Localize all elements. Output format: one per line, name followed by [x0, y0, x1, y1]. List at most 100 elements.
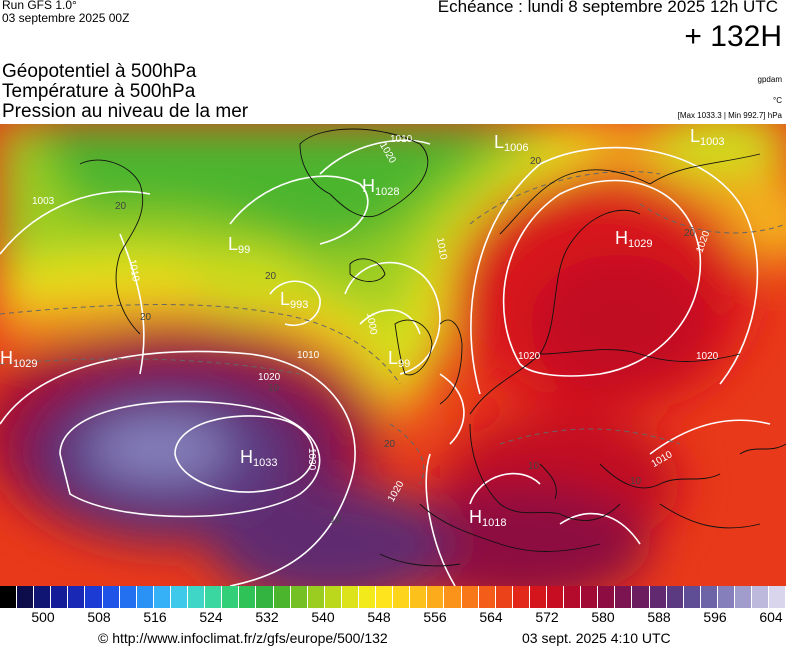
isobars: [0, 139, 771, 586]
color-swatch: [529, 586, 547, 608]
color-swatch: [17, 586, 35, 608]
pressure-center-h1029-west: H1029: [0, 348, 37, 370]
isotherm-label: 20: [684, 228, 696, 239]
color-scale-tick: 532: [255, 609, 279, 625]
color-scale-tick: 548: [367, 609, 391, 625]
color-swatch: [170, 586, 189, 608]
unit-geopotential: gpdam: [757, 75, 782, 84]
pressure-center-l99-greenland: L99: [228, 234, 250, 256]
color-swatch: [256, 586, 274, 608]
color-swatch: [153, 586, 171, 608]
color-swatch: [102, 586, 120, 608]
color-swatch: [512, 586, 530, 608]
pressure-center-h1028: H1028: [362, 176, 399, 198]
isotherm-label: 20: [530, 156, 542, 167]
isobar-label: 1020: [258, 372, 281, 383]
color-swatch: [188, 586, 206, 608]
color-swatch: [341, 586, 359, 608]
color-swatch: [324, 586, 342, 608]
layer-title-geopotential: Géopotentiel à 500hPa: [2, 61, 197, 82]
color-scale-tick: 564: [479, 609, 503, 625]
color-swatch: [222, 586, 240, 608]
isotherm-label: 20: [115, 201, 127, 212]
color-swatch: [769, 586, 786, 608]
color-swatch: [205, 586, 223, 608]
color-swatch: [700, 586, 718, 608]
color-swatch: [683, 586, 701, 608]
color-swatch: [632, 586, 650, 608]
color-swatch: [307, 586, 325, 608]
coastlines: [79, 128, 786, 567]
color-swatch: [615, 586, 633, 608]
pressure-center-h1029-scandinavia: H1029: [615, 228, 652, 250]
color-scale-tick: 588: [647, 609, 671, 625]
isobar-label: 1003: [32, 196, 55, 207]
isobar-label: 1020: [696, 351, 719, 362]
isotherm-label: 20: [140, 312, 152, 323]
color-swatch: [34, 586, 52, 608]
pressure-center-l99-ireland: L99: [388, 348, 410, 370]
color-swatch: [717, 586, 736, 608]
isotherm-label: 20: [265, 271, 277, 282]
color-swatch: [427, 586, 445, 608]
color-swatch: [136, 586, 154, 608]
unit-temperature: °C: [773, 96, 782, 105]
layer-title-temperature: Température à 500hPa: [2, 81, 196, 102]
run-date: 03 septembre 2025 00Z: [2, 11, 130, 25]
isobar-label: 1010: [297, 350, 320, 361]
forecast-valid-time: Echéance : lundi 8 septembre 2025 12h UT…: [437, 0, 778, 16]
pressure-center-l1003: L1003: [690, 126, 725, 148]
generation-timestamp: 03 sept. 2025 4:10 UTC: [522, 630, 671, 646]
color-swatch: [666, 586, 684, 608]
copyright-url: © http://www.infoclimat.fr/z/gfs/europe/…: [98, 630, 388, 646]
color-swatch: [410, 586, 428, 608]
color-swatch: [290, 586, 308, 608]
isobar-label: 1020: [518, 351, 541, 362]
color-scale-tick: 540: [311, 609, 335, 625]
color-scale-tick: 524: [199, 609, 223, 625]
color-swatch: [51, 586, 69, 608]
pressure-center-l993: L993: [280, 289, 308, 311]
model-run-label: Run GFS 1.0°: [2, 0, 77, 12]
pressure-center-l1006: L1006: [494, 132, 529, 154]
color-scale-ticks: 500 508 516 524 532 540 548 556 564 572 580 588 596 6…: [0, 609, 786, 627]
color-swatch: [273, 586, 291, 608]
color-swatch: [358, 586, 377, 608]
isotherm-label: 10: [268, 383, 280, 394]
color-swatch: [68, 586, 86, 608]
color-scale-tick: 596: [703, 609, 727, 625]
isobar-label: 1000: [364, 312, 379, 336]
isotherm-label: 10: [528, 461, 540, 472]
color-swatch: [495, 586, 513, 608]
isobar-label: 1030: [306, 448, 317, 471]
color-swatch: [547, 586, 565, 608]
color-swatch: [393, 586, 411, 608]
isotherm-label: 10: [630, 476, 642, 487]
pressure-centers: H1033 H1029 H1029 H1028 H1018 L993 L99 L…: [0, 126, 725, 529]
color-scale-legend: [0, 586, 786, 608]
color-scale-tick: 500: [31, 609, 55, 625]
layer-title-pressure: Pression au niveau de la mer: [2, 101, 249, 122]
isotherm-label: 20: [384, 439, 396, 450]
isobar-label: 1010: [126, 259, 141, 283]
color-scale-tick: 516: [143, 609, 167, 625]
pressure-center-h1033: H1033: [240, 447, 277, 469]
color-swatch: [478, 586, 496, 608]
color-swatch: [85, 586, 103, 608]
forecast-horizon: + 132H: [684, 20, 782, 53]
isotherm-label: 10: [330, 515, 342, 526]
color-swatch: [239, 586, 257, 608]
pressure-min-max: [Max 1033.3 | Min 992.7] hPa: [677, 111, 782, 120]
color-scale-tick: 556: [423, 609, 447, 625]
color-swatch: [564, 586, 582, 608]
color-swatch: [119, 586, 137, 608]
color-swatch: [649, 586, 667, 608]
isobar-label: 1010: [434, 237, 449, 261]
color-swatch: [461, 586, 479, 608]
color-swatch: [581, 586, 599, 608]
isotherm-labels: 20 20 20 20 20 20 10 10 10 10: [115, 156, 696, 526]
color-scale-tick: 572: [535, 609, 559, 625]
color-swatch: [376, 586, 394, 608]
color-swatch: [598, 586, 616, 608]
geopotential-field: H1033 H1029 H1029 H1028 H1018 L993 L99 L…: [0, 124, 786, 586]
